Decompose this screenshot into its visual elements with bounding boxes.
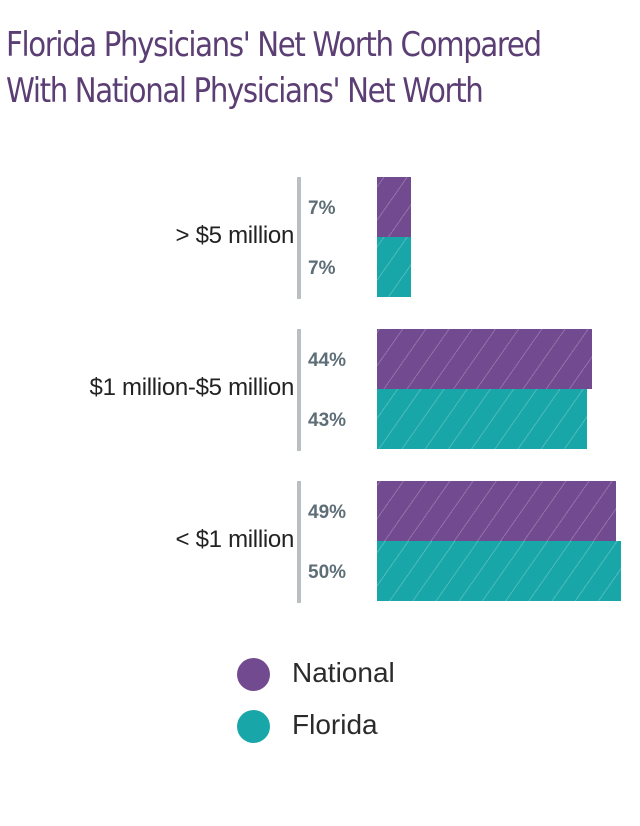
national-swatch-icon xyxy=(237,658,270,691)
national-bar xyxy=(377,177,411,237)
chart-title-line-1: Florida Physicians' Net Worth Compared xyxy=(6,25,542,65)
bar-group-1-to-5-million: $1 million-$5 million 44% 43% xyxy=(0,329,640,451)
florida-bar xyxy=(377,237,411,297)
florida-bar xyxy=(377,389,587,449)
florida-swatch-icon xyxy=(237,710,270,743)
legend-label: National xyxy=(292,657,395,688)
group-divider xyxy=(297,177,301,299)
group-divider xyxy=(297,329,301,451)
florida-value-label: 43% xyxy=(308,410,347,431)
legend-label: Florida xyxy=(292,709,378,740)
bar-group-under-1-million: < $1 million 49% 50% xyxy=(0,481,640,603)
chart-title: Florida Physicians' Net Worth Compared W… xyxy=(6,22,551,114)
florida-value-label: 50% xyxy=(308,562,347,583)
national-value-label: 44% xyxy=(308,350,347,371)
category-label: > $5 million xyxy=(175,222,295,249)
national-bar xyxy=(377,329,592,389)
florida-bar xyxy=(377,541,621,601)
national-bar xyxy=(377,481,616,541)
bar-group-over-5-million: > $5 million 7% 7% xyxy=(0,177,640,299)
group-divider xyxy=(297,481,301,603)
national-value-label: 49% xyxy=(308,502,347,523)
category-label: < $1 million xyxy=(175,526,295,553)
national-value-label: 7% xyxy=(308,198,336,219)
florida-value-label: 7% xyxy=(308,258,336,279)
category-label: $1 million-$5 million xyxy=(89,374,295,401)
chart-title-line-2: With National Physicians' Net Worth xyxy=(6,71,484,111)
